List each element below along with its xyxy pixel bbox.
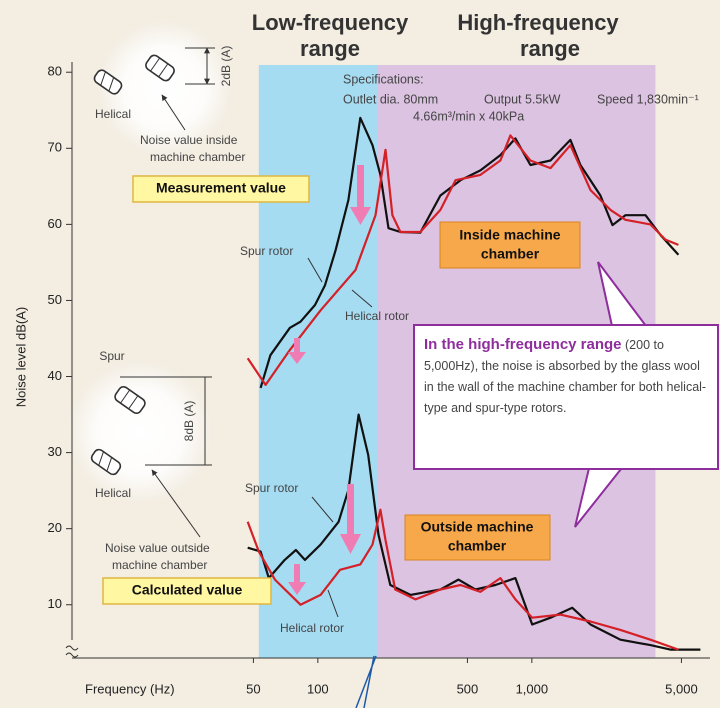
x-tick-label: 50 (246, 681, 260, 696)
badge-text: Measurement value (156, 180, 286, 196)
series-label: Spur rotor (245, 481, 298, 495)
rotor-icon (90, 448, 122, 476)
rotor-icon (114, 386, 146, 414)
chamber-box (404, 514, 551, 561)
icon-glow (97, 20, 233, 156)
callout-text: (200 to 5,000Hz), the noise is absorbed … (424, 338, 707, 415)
x-tick-label: 1,000 (516, 681, 549, 696)
badge (102, 577, 272, 605)
icon-label: Spur (99, 349, 124, 363)
x-axis-label: Frequency (Hz) (85, 681, 175, 696)
pointer-line (327, 589, 339, 618)
series-label: Helical rotor (280, 621, 344, 635)
badge (132, 175, 310, 203)
chamber-box (439, 221, 581, 269)
pointer-line (351, 289, 373, 308)
band-title: range (300, 36, 360, 61)
note: Noise value outside (105, 541, 210, 555)
x-tick-label: 100 (307, 681, 329, 696)
leader-line (161, 94, 186, 131)
band-title: High-frequency (457, 10, 619, 35)
note: machine chamber (112, 558, 207, 572)
rotor-icon (145, 54, 175, 82)
x-tick-label: 5,000 (665, 681, 698, 696)
x-tick-label: 500 (457, 681, 479, 696)
chamber-label: Inside machine (459, 227, 560, 243)
leader-line (151, 469, 201, 538)
spec-text: Speed 1,830min⁻¹ (597, 92, 699, 106)
callout-highlight: In the high-frequency range (424, 336, 622, 353)
pink-arrow (288, 338, 306, 364)
chamber-label: chamber (481, 246, 540, 262)
pink-arrow (340, 484, 361, 554)
series-line (247, 413, 701, 651)
axis-break (65, 645, 79, 658)
spec-text: Specifications: (343, 72, 424, 86)
band-title: range (520, 36, 580, 61)
badge-text: Calculated value (132, 582, 243, 598)
note: Noise value inside (140, 133, 238, 147)
chamber-label: chamber (448, 538, 507, 554)
axes: 10 20 30 40 50 60 70 80 50 100 500 1,000 5,000 Freque… (13, 62, 710, 696)
pink-arrow (350, 165, 371, 225)
band-title: Low-frequency (252, 10, 409, 35)
y-tick-label: 20 (48, 520, 62, 535)
y-tick-label: 40 (48, 368, 62, 383)
spec-text: 4.66m³/min x 40kPa (413, 109, 524, 123)
pink-arrows (288, 165, 371, 595)
pointer-line (355, 655, 377, 708)
frequency-band (258, 65, 378, 658)
chamber-label: Outside machine (421, 519, 534, 535)
lines (246, 116, 701, 651)
y-tick-label: 70 (48, 140, 62, 155)
y-axis-label: Noise level dB(A) (13, 307, 28, 407)
y-tick-label: 50 (48, 292, 62, 307)
series-line (246, 508, 679, 651)
y-tick-label: 30 (48, 444, 62, 459)
series-label: Helical rotor (345, 309, 409, 323)
spec-text: Outlet dia. 80mm (343, 92, 438, 106)
icon-label: Helical (95, 107, 131, 121)
dimension-label: 2dB (A) (219, 46, 233, 87)
y-tick-label: 80 (48, 64, 62, 79)
y-tick-label: 60 (48, 216, 62, 231)
y-tick-label: 10 (48, 596, 62, 611)
spec-text: Output 5.5kW (484, 92, 561, 106)
pointer-line (307, 257, 323, 283)
pink-arrow (288, 564, 306, 595)
series-line (246, 134, 679, 386)
rotor-icon (93, 69, 123, 95)
callout: In the high-frequency range (200 to 5,00… (413, 324, 719, 470)
series-label: Spur rotor (240, 244, 293, 258)
icon-label: Helical (95, 486, 131, 500)
dimension-label: 8dB (A) (182, 401, 196, 442)
pointer-line (311, 496, 334, 523)
note: machine chamber (150, 150, 245, 164)
